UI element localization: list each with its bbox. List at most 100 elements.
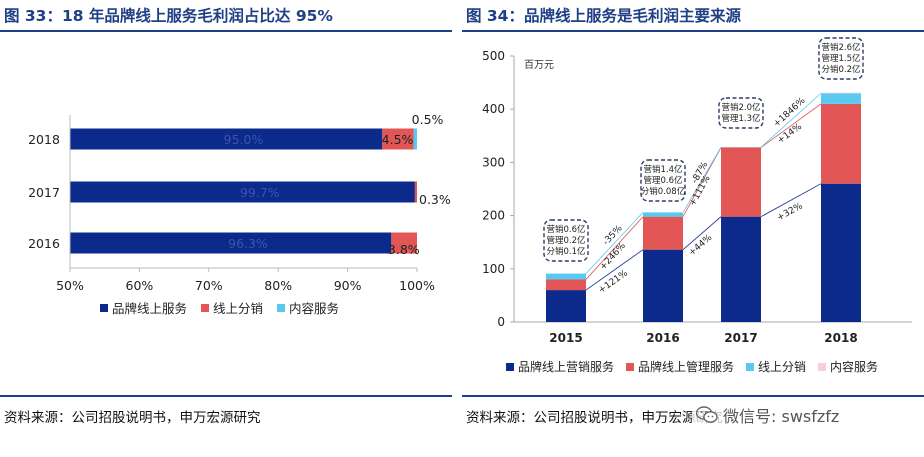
y-tick-label: 200 <box>482 209 505 223</box>
legend-item-management: 品牌线上管理服务 <box>626 358 734 375</box>
legend-swatch-online-dist <box>201 303 210 312</box>
data-label-dist-2016: 3.8% <box>388 242 420 257</box>
legend-swatch-content-service <box>277 303 286 312</box>
callout-text: 管理0.6亿 <box>643 175 682 186</box>
data-label-brand-2016: 96.3% <box>228 236 268 251</box>
category-label-2016: 2016 <box>646 331 679 345</box>
legend-label: 线上分销 <box>758 360 807 374</box>
bar-segment-2018-0 <box>70 128 383 150</box>
right-legend: 品牌线上营销服务 品牌线上管理服务 线上分销 内容服务 <box>506 358 878 375</box>
data-label-brand-2018: 95.0% <box>224 132 264 147</box>
left-title-rule <box>0 30 452 32</box>
legend-item-brand-service: 品牌线上服务 <box>100 298 187 317</box>
callout-text: 管理1.5亿 <box>821 53 860 64</box>
category-label-2017: 2017 <box>724 331 757 345</box>
x-tick-label: 80% <box>264 278 292 293</box>
right-chart-panel: 图 34：品牌线上服务是毛利润主要来源 0 100 200 300 400 500 百万元 2… <box>462 0 924 457</box>
x-tick-label: 90% <box>334 278 362 293</box>
growth-connector-line <box>760 92 822 148</box>
bar-segment-2017-0 <box>70 181 415 203</box>
bar-segment-2016-0 <box>643 249 683 322</box>
growth-label: +44% <box>687 233 715 259</box>
legend-swatch-content <box>818 362 827 371</box>
y-tick-label: 400 <box>482 102 505 116</box>
left-chart-panel: 图 33：18 年品牌线上服务毛利润占比达 95% 2018 2017 2016 95… <box>0 0 452 457</box>
callout-box-2016 <box>640 159 686 202</box>
legend-label: 品牌线上营销服务 <box>518 360 615 374</box>
growth-connector-line <box>760 183 822 218</box>
bar-segment-2018-3 <box>821 92 861 94</box>
legend-swatch-marketing <box>506 362 514 371</box>
category-label-2018: 2018 <box>824 331 857 345</box>
legend-item-marketing: 品牌线上营销服务 <box>506 358 614 375</box>
growth-connector-line <box>682 147 722 217</box>
callout-text: 管理1.3亿 <box>721 113 760 124</box>
legend-label: 内容服务 <box>289 301 340 316</box>
callout-text: 营销2.6亿 <box>821 42 860 53</box>
callout-text: 分销0.1亿 <box>546 246 585 257</box>
legend-swatch-management <box>626 362 635 371</box>
legend-label: 品牌线上管理服务 <box>638 360 735 374</box>
left-source-rule <box>0 395 452 397</box>
y-tick-label: 100 <box>482 262 505 276</box>
category-label-2015: 2015 <box>549 331 582 345</box>
callout-box-2017 <box>718 97 764 129</box>
growth-label: +1846% <box>772 96 808 130</box>
bar-segment-2018-1 <box>382 128 414 150</box>
growth-connector-line <box>682 216 722 250</box>
bar-segment-2016-1 <box>391 232 417 254</box>
legend-item-content: 内容服务 <box>818 358 878 375</box>
growth-label: +246% <box>598 241 628 273</box>
x-tick-label: 100% <box>399 278 435 293</box>
growth-connector-line <box>682 147 722 213</box>
data-label-dist-2017: 0.3% <box>419 192 451 207</box>
callout-text: 营销2.0亿 <box>721 102 760 113</box>
bar-segment-2015-0 <box>546 290 586 322</box>
bar-segment-2018-0 <box>821 183 861 322</box>
right-source-rule <box>462 395 924 397</box>
bar-segment-2018-2 <box>821 93 861 104</box>
callout-box-2018 <box>818 37 864 80</box>
wechat-icon <box>696 406 718 423</box>
callout-text: 管理0.2亿 <box>546 235 585 246</box>
legend-item-online-dist: 线上分销 <box>201 298 263 317</box>
x-tick-label: 60% <box>126 278 154 293</box>
bar-segment-2018-1 <box>821 103 861 184</box>
right-source-note: 资料来源：公司招股说明书，申万宏源研究 <box>466 410 723 426</box>
category-label-2016: 2016 <box>28 236 60 251</box>
bar-segment-2016-2 <box>643 212 683 217</box>
left-bar-chart: 2018 2017 2016 95.0% 99.7% 96.3% 4.5% 0.5% 0.3% 3… <box>28 112 451 293</box>
bar-segment-2017-0 <box>721 216 761 322</box>
data-label-content-2018: 0.5% <box>412 112 444 127</box>
growth-connector-line <box>585 249 644 291</box>
growth-connector-line <box>760 103 822 148</box>
category-label-2017: 2017 <box>28 185 60 200</box>
legend-swatch-brand-service <box>100 303 108 312</box>
category-label-2018: 2018 <box>28 132 60 147</box>
x-tick-label: 70% <box>195 278 223 293</box>
bar-segment-2018-2 <box>413 128 417 150</box>
wechat-watermark: 微信号: swsfzfz <box>692 403 844 427</box>
x-tick-label: 50% <box>56 278 84 293</box>
growth-connector-line <box>585 216 644 280</box>
callout-text: 营销1.4亿 <box>643 164 682 175</box>
bar-segment-2017-1 <box>721 147 761 217</box>
callout-box-2015 <box>543 219 589 262</box>
left-source-note: 资料来源：公司招股说明书，申万宏源研究 <box>4 410 261 426</box>
right-title-rule <box>462 30 924 32</box>
data-label-dist-2018: 4.5% <box>382 132 414 147</box>
bar-segment-2016-1 <box>643 216 683 250</box>
legend-label: 品牌线上服务 <box>112 301 188 316</box>
growth-label: +32% <box>776 201 805 223</box>
callout-text: 分销0.08亿 <box>641 186 685 197</box>
right-chart-title: 图 34：品牌线上服务是毛利润主要来源 <box>466 7 741 25</box>
bar-segment-2015-2 <box>546 273 586 280</box>
growth-label: +121% <box>597 268 630 296</box>
y-tick-label: 300 <box>482 155 505 169</box>
y-axis-unit-label: 百万元 <box>524 59 554 71</box>
bar-segment-2016-0 <box>70 232 392 254</box>
y-tick-label: 0 <box>497 315 505 329</box>
watermark-text: 微信号: swsfzfz <box>723 407 840 426</box>
y-tick-label: 500 <box>482 49 505 63</box>
